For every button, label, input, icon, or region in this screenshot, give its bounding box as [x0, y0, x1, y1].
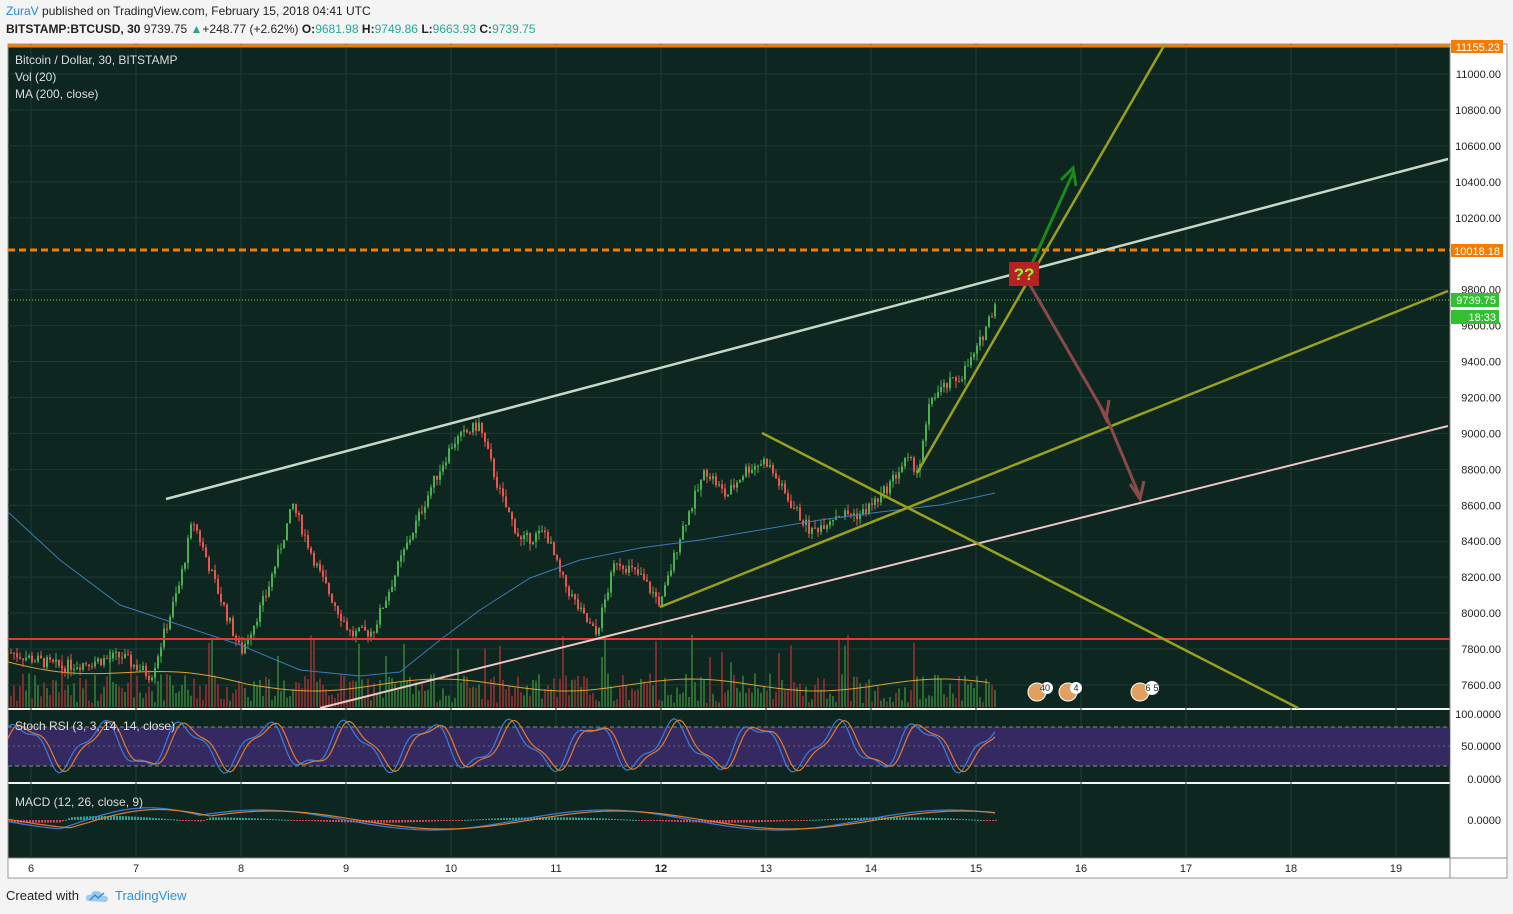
- bar-countdown: 18:33: [1468, 312, 1496, 324]
- macd-title: MACD (12, 26, close, 9): [15, 795, 143, 809]
- author-link[interactable]: ZuraV: [6, 4, 39, 18]
- time-tick: 8: [238, 863, 244, 875]
- stoch-tick-50: 50.0000: [1461, 741, 1501, 753]
- time-tick: 13: [760, 863, 772, 875]
- price-tick: 8800.00: [1461, 464, 1501, 476]
- stoch-tick-0: 0.0000: [1467, 774, 1501, 786]
- time-tick: 17: [1180, 863, 1192, 875]
- open-value: 9681.98: [315, 22, 359, 36]
- level-mid-tag: 10018.18: [1451, 244, 1503, 258]
- publish-info: ZuraV published on TradingView.com, Febr…: [6, 4, 371, 18]
- price-tick: 8000.00: [1461, 608, 1501, 620]
- level-mid-value: 10018.18: [1454, 246, 1500, 258]
- volume-legend: Vol (20): [15, 70, 56, 84]
- time-tick: 15: [970, 863, 982, 875]
- time-tick: 18: [1285, 863, 1297, 875]
- time-tick: 19: [1390, 863, 1402, 875]
- ma-200-line: [7, 492, 996, 677]
- last-price-tag: 9739.75 18:33: [1451, 293, 1499, 324]
- time-tick: 16: [1075, 863, 1087, 875]
- tradingview-link[interactable]: TradingView: [114, 888, 187, 903]
- question-text: ??: [1014, 265, 1035, 284]
- channel-lower-pink-line[interactable]: [319, 425, 1449, 709]
- stoch-tick-100: 100.0000: [1455, 709, 1501, 721]
- published-text: published on TradingView.com, February 1…: [42, 4, 371, 18]
- candlesticks: [10, 301, 996, 684]
- last-price-value: 9739.75: [1456, 295, 1496, 307]
- olive-rising-line[interactable]: [659, 289, 1449, 609]
- footer: Created with TradingView: [6, 888, 187, 903]
- time-axis-labels: 6 7 8 9 10 11 12 13 14 15 16 17 18 19: [28, 863, 1402, 875]
- price-tick: 8600.00: [1461, 500, 1501, 512]
- price-tick: 7800.00: [1461, 644, 1501, 656]
- grid-lines: [8, 44, 1450, 858]
- price-tick: 7600.00: [1461, 680, 1501, 692]
- open-label: O:: [301, 22, 316, 36]
- question-marker[interactable]: ??: [1009, 262, 1039, 286]
- time-tick: 6: [28, 863, 34, 875]
- low-label: L:: [421, 22, 433, 36]
- close-label: C:: [479, 22, 493, 36]
- macd-signal-line: [7, 808, 996, 830]
- time-tick: 7: [133, 863, 139, 875]
- price-tick: 10200.00: [1455, 213, 1501, 225]
- time-tick: 9: [343, 863, 349, 875]
- price-tick: 11000.00: [1456, 69, 1501, 81]
- time-tick: 11: [550, 863, 561, 875]
- channel-upper-line[interactable]: [165, 157, 1449, 501]
- price-scale[interactable]: [1450, 44, 1507, 858]
- stoch-title: Stoch RSI (3, 3, 14, 14, close): [15, 719, 175, 733]
- price-tick: 8200.00: [1461, 572, 1501, 584]
- price-tick: 10600.00: [1455, 141, 1501, 153]
- last-price: 9739.75: [143, 22, 188, 36]
- bearish-arrow[interactable]: [1028, 284, 1146, 503]
- price-tick: 8400.00: [1461, 536, 1501, 548]
- event-badge-40: 40: [1040, 683, 1050, 693]
- level-top-tag: 11155.23: [1451, 40, 1503, 54]
- event-badge-5: 5: [1153, 683, 1158, 693]
- symbol-label: BITSTAMP:BTCUSD, 30: [6, 22, 141, 36]
- low-value: 9663.93: [432, 22, 477, 36]
- high-value: 9749.86: [374, 22, 418, 36]
- bullish-arrow[interactable]: [1028, 164, 1078, 269]
- close-value: 9739.75: [492, 22, 536, 36]
- time-tick: 14: [865, 863, 877, 875]
- up-arrow-icon: ▲: [190, 22, 203, 36]
- time-scale[interactable]: [8, 858, 1507, 878]
- ohlc-bar: BITSTAMP:BTCUSD, 30 9739.75 ▲+248.77 (+2…: [6, 22, 535, 36]
- high-label: H:: [361, 22, 375, 36]
- stoch-k-line: [7, 718, 996, 774]
- ma-legend: MA (200, close): [15, 87, 98, 101]
- price-tick: 9000.00: [1461, 428, 1501, 440]
- price-tick: 10400.00: [1455, 177, 1501, 189]
- price-tick: 9400.00: [1461, 357, 1501, 369]
- tradingview-cloud-icon: [85, 890, 108, 902]
- olive-steep-line[interactable]: [915, 43, 1167, 474]
- time-tick: 12: [655, 863, 667, 875]
- stoch-d-line: [7, 719, 996, 773]
- macd-tick-0: 0.0000: [1467, 815, 1501, 827]
- volume-bars: [7, 634, 996, 707]
- event-badge-4: 4: [1073, 683, 1078, 693]
- price-tick: 10800.00: [1455, 105, 1501, 117]
- level-top-value: 11155.23: [1456, 42, 1500, 54]
- time-tick: 10: [445, 863, 457, 875]
- chart-title: Bitcoin / Dollar, 30, BITSTAMP: [15, 53, 178, 67]
- event-badges[interactable]: 40 4 6 5: [1027, 681, 1159, 702]
- price-panel[interactable]: [8, 44, 1450, 708]
- created-with-text: Created with: [6, 888, 79, 903]
- price-change: +248.77 (+2.62%): [202, 22, 299, 36]
- event-badge-6: 6: [1145, 683, 1150, 693]
- price-tick: 9200.00: [1461, 392, 1501, 404]
- olive-descending-line[interactable]: [761, 431, 1299, 710]
